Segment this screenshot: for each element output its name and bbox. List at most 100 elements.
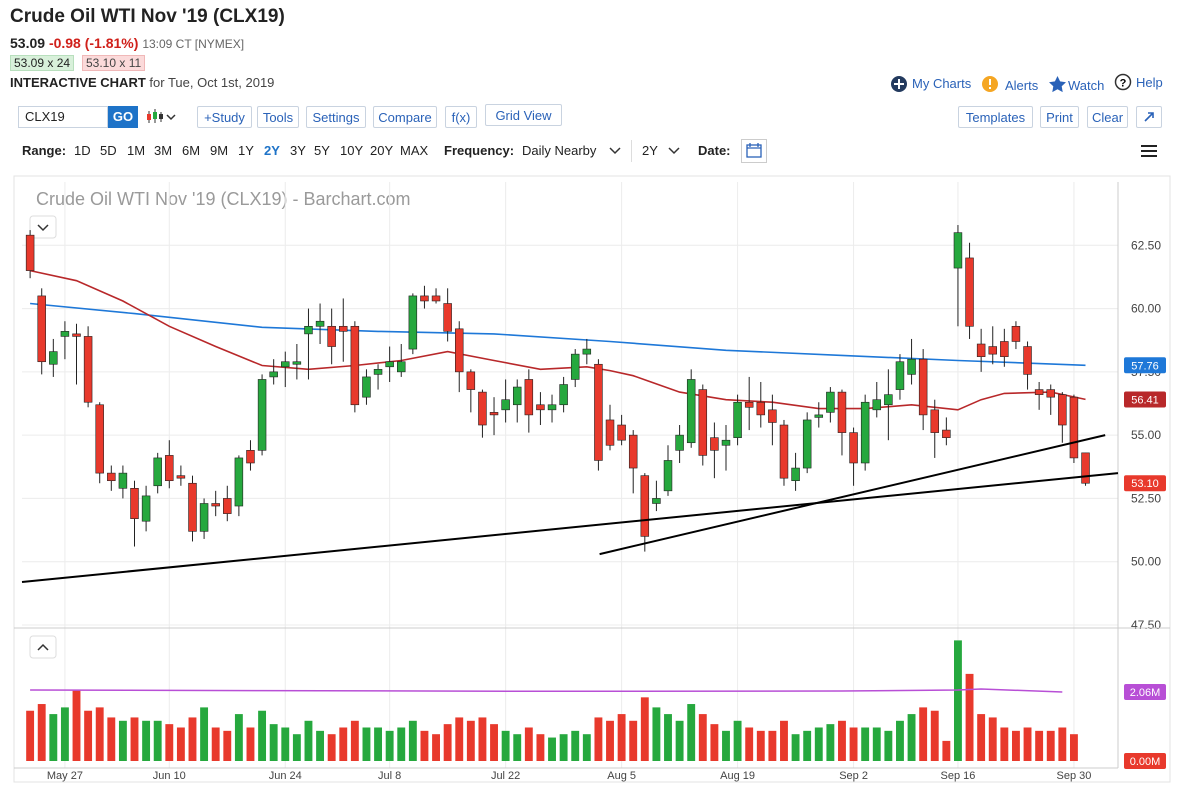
volume-bar bbox=[745, 727, 754, 761]
chart-label: INTERACTIVE CHART bbox=[10, 75, 146, 90]
collapse-button[interactable] bbox=[29, 215, 57, 239]
range-option[interactable]: 5Y bbox=[314, 143, 330, 158]
price-bubble-label: 2.06M bbox=[1130, 687, 1161, 699]
candle-body bbox=[107, 472, 116, 482]
candle-body bbox=[397, 361, 406, 373]
volume-bar bbox=[814, 727, 823, 761]
volume-bar bbox=[791, 734, 800, 761]
candle-body bbox=[663, 460, 673, 492]
nav-link[interactable]: Alerts bbox=[1005, 78, 1039, 93]
candle-body bbox=[385, 361, 394, 368]
trendline bbox=[599, 434, 1106, 556]
fullscreen-button[interactable] bbox=[1136, 106, 1162, 128]
candle-body bbox=[478, 391, 487, 426]
candle-body bbox=[304, 325, 313, 335]
toolbar-button[interactable]: Print bbox=[1040, 106, 1079, 128]
range-option[interactable]: 3M bbox=[154, 143, 173, 158]
range-option[interactable]: 2Y bbox=[264, 143, 280, 158]
candle-body bbox=[350, 325, 360, 406]
x-tick-label: Aug 5 bbox=[607, 770, 636, 782]
candle-body bbox=[698, 389, 708, 456]
chart-type-button[interactable] bbox=[145, 108, 179, 126]
toolbar-button[interactable]: Clear bbox=[1087, 106, 1128, 128]
range-option[interactable]: 3Y bbox=[290, 143, 306, 158]
range-option[interactable]: 5D bbox=[100, 143, 117, 158]
symbol-input[interactable]: CLX19 bbox=[18, 106, 108, 128]
watch-icon bbox=[1049, 76, 1066, 93]
volume-bar bbox=[664, 714, 672, 761]
volume-bar bbox=[49, 714, 58, 761]
volume-bar bbox=[397, 727, 406, 761]
candle-body bbox=[443, 303, 452, 332]
range-option[interactable]: 20Y bbox=[370, 143, 394, 158]
page-title: Crude Oil WTI Nov '19 (CLX19) bbox=[10, 6, 285, 27]
candle-body bbox=[802, 419, 812, 469]
toolbar-button[interactable]: Compare bbox=[373, 106, 437, 128]
x-tick-label: Sep 16 bbox=[941, 770, 976, 782]
range-option[interactable]: 9M bbox=[210, 143, 229, 158]
volume-bar bbox=[594, 717, 603, 761]
volume-bar bbox=[1011, 730, 1020, 761]
toolbar-button[interactable]: Templates bbox=[958, 106, 1033, 128]
nav-link[interactable]: Watch bbox=[1068, 78, 1105, 93]
candle-body bbox=[431, 295, 441, 302]
candle-body bbox=[524, 379, 534, 416]
candle-body bbox=[37, 295, 46, 363]
volume-bar bbox=[861, 727, 870, 761]
volume-bar bbox=[640, 697, 649, 761]
candle-body bbox=[512, 386, 522, 406]
nav-link[interactable]: Help bbox=[1136, 75, 1163, 90]
volume-bar bbox=[826, 724, 835, 761]
volume-bar bbox=[606, 720, 614, 761]
nav-link[interactable]: My Charts bbox=[912, 76, 972, 91]
candle-body bbox=[872, 399, 882, 411]
calendar-button[interactable] bbox=[741, 139, 767, 163]
period-select[interactable]: 2Y bbox=[642, 143, 658, 158]
candle-body bbox=[942, 429, 951, 438]
candle-body bbox=[675, 434, 684, 451]
toolbar-button[interactable]: Tools bbox=[257, 106, 299, 128]
chart-watermark: Crude Oil WTI Nov '19 (CLX19) - Barchart… bbox=[36, 189, 411, 209]
volume-bar bbox=[95, 707, 104, 761]
candle-body bbox=[95, 404, 104, 474]
candle-body bbox=[1046, 389, 1055, 398]
candle-body bbox=[837, 391, 847, 433]
range-option[interactable]: 1M bbox=[127, 143, 146, 158]
volume-bar bbox=[896, 720, 904, 761]
volume-bar bbox=[234, 714, 243, 761]
volume-bar bbox=[443, 724, 452, 761]
candle-body bbox=[884, 394, 893, 406]
candle-body bbox=[1034, 389, 1044, 395]
range-label: Range: bbox=[22, 143, 67, 158]
toolbar-button[interactable]: Grid View bbox=[485, 104, 562, 126]
volume-bar bbox=[130, 717, 139, 761]
candle-body bbox=[257, 379, 267, 451]
range-option[interactable]: MAX bbox=[400, 143, 429, 158]
toolbar-button[interactable]: Settings bbox=[306, 106, 366, 128]
frequency-select[interactable]: Daily Nearby bbox=[522, 143, 597, 158]
frequency-label: Frequency: bbox=[444, 143, 515, 158]
range-option[interactable]: 6M bbox=[182, 143, 201, 158]
candle-body bbox=[211, 503, 220, 507]
candle-body bbox=[408, 295, 418, 350]
candle-body bbox=[1023, 346, 1032, 375]
volume-bar bbox=[733, 720, 742, 761]
candle-body bbox=[594, 363, 603, 461]
volume-bar bbox=[768, 730, 777, 761]
volume-bar bbox=[687, 704, 696, 761]
go-button[interactable]: GO bbox=[108, 106, 138, 128]
volume-bar bbox=[84, 710, 93, 761]
expand-button[interactable] bbox=[29, 635, 57, 659]
range-option[interactable]: 1D bbox=[74, 143, 91, 158]
candle-body bbox=[710, 437, 719, 451]
range-option[interactable]: 10Y bbox=[340, 143, 364, 158]
volume-bar bbox=[675, 720, 684, 761]
volume-bar bbox=[501, 730, 510, 761]
candle-body bbox=[199, 503, 209, 532]
range-option[interactable]: 1Y bbox=[238, 143, 254, 158]
toolbar-button[interactable]: +Study bbox=[197, 106, 252, 128]
menu-button[interactable] bbox=[1140, 143, 1158, 159]
candle-body bbox=[1011, 325, 1021, 342]
toolbar-button[interactable]: f(x) bbox=[445, 106, 477, 128]
volume-bar bbox=[803, 730, 812, 761]
